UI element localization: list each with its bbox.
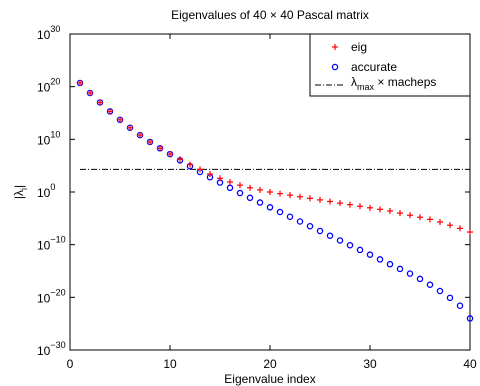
- eig-point: [387, 207, 393, 214]
- eig-point: [147, 138, 153, 145]
- legend-eig-marker: [332, 44, 338, 50]
- eig-point: [317, 196, 323, 203]
- eig-point: [207, 171, 213, 178]
- eig-point: [427, 216, 433, 223]
- eig-point: [127, 124, 133, 131]
- eig-point: [447, 222, 453, 229]
- accurate-point: [346, 241, 354, 249]
- accurate-point: [426, 281, 434, 288]
- eig-point: [267, 189, 273, 195]
- eig-point: [187, 161, 193, 168]
- legend: eig accurate λmax × macheps: [309, 33, 471, 97]
- x-tick-label: 30: [363, 357, 377, 371]
- eig-point: [377, 206, 383, 213]
- accurate-point: [356, 246, 364, 254]
- y-axis-label-sub: i: [19, 188, 29, 190]
- eig-point: [107, 108, 113, 115]
- eig-point: [297, 193, 303, 200]
- y-tick-label: 100: [37, 182, 55, 200]
- eig-point: [347, 201, 353, 208]
- accurate-point: [436, 287, 444, 295]
- eig-point: [77, 79, 83, 86]
- y-tick-label: 10−10: [37, 235, 66, 253]
- eig-point: [417, 214, 423, 221]
- y-tick-label: 10−20: [37, 287, 66, 305]
- x-tick-label: 20: [263, 357, 277, 371]
- accurate-point: [226, 184, 234, 192]
- accurate-point: [236, 189, 244, 197]
- eig-point: [137, 132, 143, 139]
- eig-point: [407, 212, 413, 219]
- x-tick-label: 0: [67, 357, 74, 371]
- eig-point: [327, 198, 333, 205]
- accurate-point: [406, 270, 414, 277]
- eig-point: [337, 200, 343, 207]
- eig-point: [357, 203, 363, 210]
- accurate-point: [266, 204, 274, 211]
- eig-point: [397, 210, 403, 217]
- eig-point: [277, 190, 283, 197]
- eig-point: [237, 182, 243, 189]
- y-tick-label: 1010: [37, 129, 60, 147]
- accurate-point: [316, 227, 324, 235]
- accurate-point: [326, 232, 334, 239]
- eig-point: [257, 186, 263, 193]
- eig-point: [217, 175, 223, 182]
- chart-title: Eigenvalues of 40 × 40 Pascal matrix: [171, 8, 369, 22]
- accurate-point: [286, 213, 294, 221]
- eig-point: [467, 229, 473, 236]
- eig-point: [157, 145, 163, 152]
- eig-point: [307, 195, 313, 202]
- accurate-point: [306, 222, 314, 230]
- accurate-point: [256, 199, 264, 206]
- accurate-point: [246, 194, 254, 202]
- legend-accurate-label: accurate: [351, 60, 397, 74]
- eig-point: [227, 178, 233, 185]
- accurate-point: [366, 251, 374, 258]
- eig-point: [97, 99, 103, 106]
- x-tick-label: 40: [463, 357, 477, 371]
- accurate-point: [456, 302, 464, 310]
- accurate-point: [376, 256, 384, 263]
- y-axis-label: |λi|: [12, 185, 29, 199]
- svg-text:|λi|: |λi|: [12, 185, 29, 199]
- y-axis-ticks: 10−30 10−20 10−10 100 1010 1020 1030: [37, 24, 470, 358]
- eig-point: [287, 192, 293, 199]
- eig-point: [117, 116, 123, 123]
- x-axis-ticks: 0 10 20 30 40: [67, 34, 477, 371]
- eig-point: [247, 184, 253, 191]
- y-tick-label: 1030: [37, 24, 60, 42]
- y-tick-label: 10−30: [37, 340, 66, 358]
- legend-eig-label: eig: [351, 40, 367, 54]
- eig-point: [437, 219, 443, 226]
- eig-point: [457, 225, 463, 232]
- eig-point: [177, 156, 183, 163]
- accurate-point: [296, 218, 304, 225]
- y-tick-label: 1020: [37, 77, 60, 95]
- accurate-point: [446, 294, 454, 302]
- accurate-point: [396, 265, 404, 273]
- x-tick-label: 10: [163, 357, 177, 371]
- eig-point: [367, 204, 373, 211]
- x-axis-label: Eigenvalue index: [224, 372, 315, 386]
- eig-point: [87, 89, 93, 96]
- accurate-point: [416, 275, 424, 283]
- y-axis-label-main: |λ: [12, 190, 26, 199]
- accurate-point: [386, 260, 394, 268]
- series-eig: [77, 79, 473, 236]
- legend-accurate-marker: [331, 63, 339, 71]
- legend-threshold-label: λmax × macheps: [351, 75, 436, 92]
- eig-point: [167, 151, 173, 158]
- accurate-point: [336, 237, 344, 244]
- eig-point: [197, 166, 203, 173]
- accurate-point: [466, 315, 474, 322]
- accurate-point: [276, 208, 284, 216]
